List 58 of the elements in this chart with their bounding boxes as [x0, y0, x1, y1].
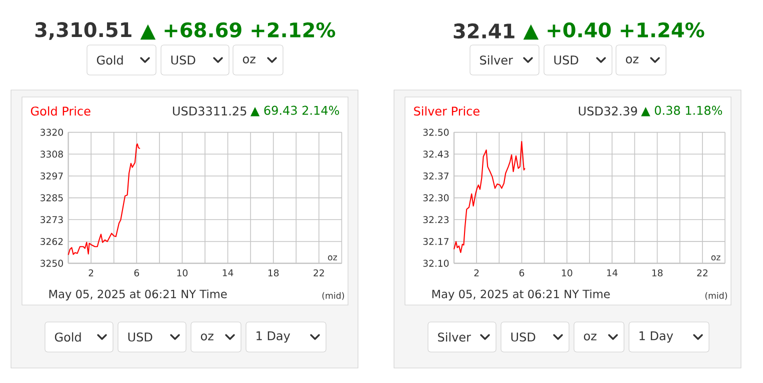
text: ▲ 69.43 2.14%	[250, 106, 340, 116]
x-tick-label: 22	[314, 269, 324, 276]
text: Gold	[54, 332, 81, 342]
text: oz	[242, 56, 256, 64]
y-tick-label: 3273	[40, 216, 63, 224]
y-tick-label: 3297	[40, 172, 63, 180]
text: ▲ 0.38 1.18%	[641, 106, 722, 116]
x-tick-label: 2	[88, 269, 94, 276]
text: (mid)	[705, 292, 727, 300]
text: USD	[128, 332, 152, 342]
annotation: oz	[711, 255, 720, 260]
y-tick-label: 3285	[40, 194, 63, 202]
y-tick-label: 32.10	[423, 260, 449, 267]
y-tick-label: 32.30	[423, 194, 449, 202]
y-tick-label: 3308	[40, 150, 63, 158]
text: 3,310.51	[35, 22, 132, 40]
text: Gold	[96, 55, 123, 65]
x-tick-label: 6	[519, 269, 524, 276]
x-tick-label: 2	[474, 269, 479, 276]
text: USD	[511, 332, 536, 342]
x-tick-label: 10	[177, 269, 188, 276]
x-tick-label: 6	[134, 269, 140, 276]
chart-subtitle: USD3311.25	[172, 106, 246, 116]
x-tick-label: 22	[697, 269, 708, 276]
text: oz	[200, 334, 214, 340]
x-tick-label: 14	[607, 269, 618, 276]
x-tick-label: 14	[222, 269, 234, 276]
annotation: oz	[328, 255, 337, 260]
text: May 05, 2025 at 06:21 NY Time	[49, 290, 227, 300]
chart-subtitle: USD32.39	[578, 106, 637, 116]
chart-title: Gold Price	[30, 106, 90, 116]
y-tick-label: 32.23	[423, 216, 449, 224]
x-tick-label: 18	[652, 269, 663, 276]
line-series	[453, 140, 526, 254]
x-tick-label: 10	[562, 269, 572, 276]
text: 32.41	[454, 23, 514, 39]
y-tick-label: 3262	[40, 238, 63, 245]
text: oz	[584, 334, 596, 340]
text: ▲ +68.69 +2.12%	[140, 22, 336, 40]
y-tick-label: 32.37	[423, 172, 448, 180]
text: Silver	[438, 332, 471, 342]
text: ▲ +0.40 +1.24%	[523, 22, 704, 40]
x-tick-label: 18	[268, 269, 279, 276]
text: 1 Day	[256, 331, 290, 343]
text: 1 Day	[640, 331, 674, 343]
text: (mid)	[322, 292, 344, 300]
chart-title: Silver Price	[414, 106, 480, 116]
y-tick-label: 32.50	[423, 128, 449, 136]
text: USD	[554, 55, 578, 65]
y-tick-label: 32.43	[423, 150, 449, 158]
text: Silver	[480, 55, 513, 65]
text: USD	[171, 55, 196, 65]
y-tick-label: 3320	[40, 128, 63, 136]
line-series	[68, 143, 140, 256]
y-tick-label: 32.17	[423, 238, 448, 245]
y-tick-label: 3250	[40, 260, 63, 267]
text: oz	[626, 56, 638, 64]
text: May 05, 2025 at 06:21 NY Time	[432, 290, 610, 300]
